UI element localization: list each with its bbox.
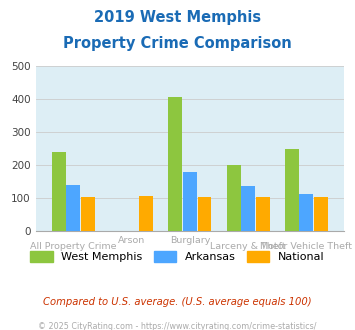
Bar xyxy=(241,186,255,231)
Bar xyxy=(52,152,66,231)
Bar xyxy=(300,194,313,231)
Text: © 2025 CityRating.com - https://www.cityrating.com/crime-statistics/: © 2025 CityRating.com - https://www.city… xyxy=(38,322,317,330)
Bar xyxy=(81,197,95,231)
Text: Arson: Arson xyxy=(118,236,145,245)
Legend: West Memphis, Arkansas, National: West Memphis, Arkansas, National xyxy=(26,247,329,267)
Bar xyxy=(285,148,299,231)
Bar xyxy=(197,197,212,231)
Bar xyxy=(256,197,270,231)
Text: 2019 West Memphis: 2019 West Memphis xyxy=(94,10,261,25)
Bar xyxy=(183,172,197,231)
Text: Compared to U.S. average. (U.S. average equals 100): Compared to U.S. average. (U.S. average … xyxy=(43,297,312,307)
Text: All Property Crime: All Property Crime xyxy=(30,242,117,251)
Bar xyxy=(139,196,153,231)
Bar xyxy=(168,97,182,231)
Text: Burglary: Burglary xyxy=(170,236,210,245)
Bar xyxy=(314,197,328,231)
Text: Larceny & Theft: Larceny & Theft xyxy=(211,242,286,251)
Bar xyxy=(226,165,241,231)
Bar xyxy=(66,185,80,231)
Text: Property Crime Comparison: Property Crime Comparison xyxy=(63,36,292,51)
Text: Motor Vehicle Theft: Motor Vehicle Theft xyxy=(261,242,353,251)
